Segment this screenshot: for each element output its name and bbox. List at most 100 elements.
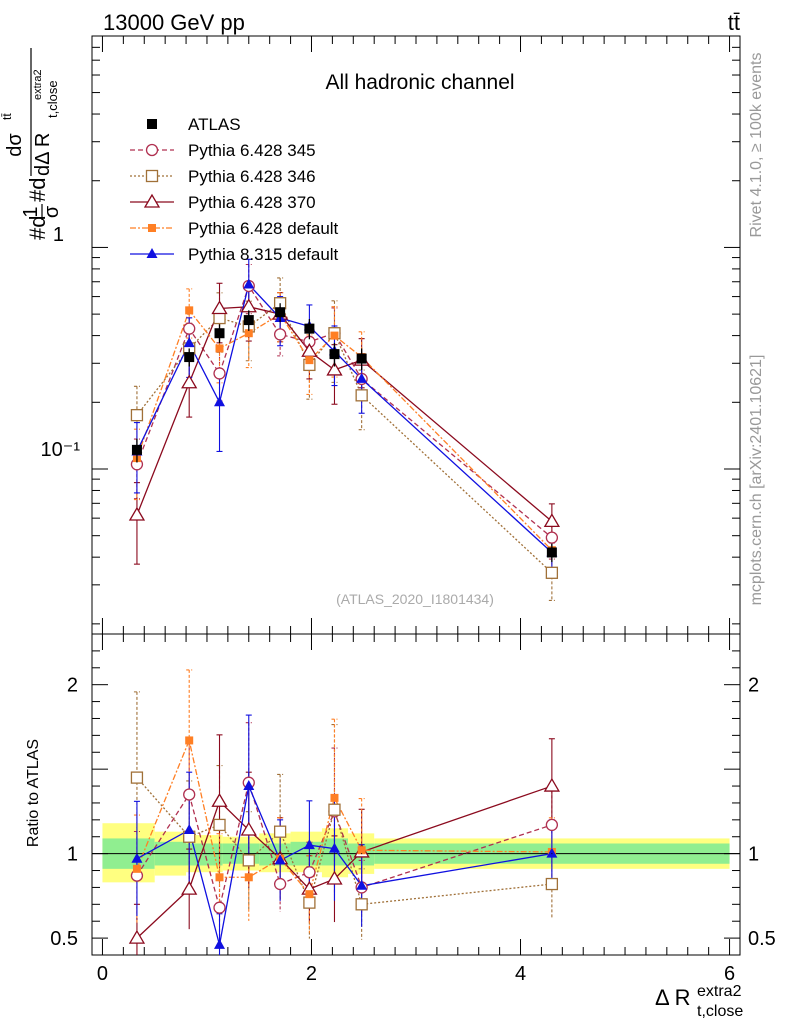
analysis-label: (ATLAS_2020_I1801434) [336,591,494,607]
legend-label: Pythia 6.428 346 [188,167,316,186]
legend-marker [148,224,156,232]
series-point-main [545,531,559,544]
series-point-ratio [274,854,286,865]
series-point-ratio [273,877,287,891]
series-point-main [326,361,343,376]
atlas-ratio-point [248,853,250,855]
ratio-uncertainty-bands [102,823,730,883]
series-point-main [273,328,287,341]
series-line-main [136,306,553,522]
y-label-pre: #d [25,216,50,240]
series-point-ratio [356,879,368,890]
series-line-ratio [136,777,552,906]
legend-label: Pythia 6.428 default [188,219,339,238]
legend-marker [146,248,158,258]
series-point-main [543,513,561,528]
legend-marker [145,143,159,157]
series-point-main [211,300,228,315]
series-point-main [243,278,255,289]
series-point-main [356,372,368,383]
series-point-ratio [326,870,343,885]
series-point-ratio [183,823,195,834]
series-point-main [330,331,339,340]
atlas-ratio-point [361,853,363,855]
series-point-main [244,329,253,338]
series-line-main [136,283,553,553]
y-label-f2-den-sup: extra2 [32,69,44,100]
atlas-ratio-point [279,853,281,855]
series-point-ratio [303,866,316,879]
series-point-ratio [328,842,340,853]
series-point-main [215,344,224,353]
series-line-main [136,309,553,551]
legend-label: Pythia 8.315 default [188,245,339,264]
ratio-markers [128,736,561,949]
y-label-f2-num: dσ [4,133,26,157]
series-point-ratio [128,929,146,944]
atlas-ratio-point [333,853,335,855]
series-point-ratio [213,901,226,914]
x-tick-2: 2 [306,963,317,985]
y-tick-label-0-1: 10⁻¹ [41,439,81,461]
series-point-main [305,356,314,365]
y-label-f1-num: 1 [20,206,42,217]
atlas-ratio-point [308,853,310,855]
ratio-y-tick-1-left: 1 [67,844,78,866]
series-point-main [213,311,226,325]
atlas-data-point [184,352,195,363]
series-point-main [355,389,368,402]
series-point-ratio [185,736,194,745]
x-label-base: Δ R [655,985,690,1010]
series-point-ratio [545,877,559,891]
series-point-main [213,367,226,380]
x-tick-6: 6 [724,963,735,985]
y-label-f1-den: σ [41,205,63,218]
series-point-ratio [240,821,257,836]
atlas-data-point [275,307,286,318]
series-point-ratio [543,777,561,792]
legend-marker [145,169,159,183]
x-label-sub: t,close [697,1003,743,1020]
series-point-main [181,374,198,389]
mcplots-source-label: mcplots.cern.ch [arXiv:2401.10621] [748,355,765,606]
y-label-f2-num-sup: tt̄ [0,113,14,120]
x-tick-labels: 0 2 4 6 [97,963,735,985]
series-point-ratio [357,846,366,855]
y-label-f2-den-sub: t,close [45,80,60,118]
process-label: tt̄ [728,10,740,35]
legend-label: Pythia 6.428 370 [188,193,316,212]
ratio-y-tick-0-5-right: 0.5 [748,928,776,950]
atlas-ratio-point [551,853,553,855]
atlas-data-point [546,547,557,558]
ratio-y-tick-2-right: 2 [748,675,759,697]
series-point-ratio [214,938,226,949]
atlas-data-point [214,328,225,339]
series-point-ratio [330,793,339,802]
ratio-y-tick-1-right: 1 [748,844,759,866]
series-point-ratio [130,771,144,784]
atlas-ratio-point [219,853,221,855]
y-label-mid: #d [25,178,50,202]
x-tick-4: 4 [515,963,526,985]
legend-swatch-atlas [147,119,157,129]
main-error-bars [133,258,555,602]
series-point-ratio [303,896,316,909]
series-point-ratio [243,780,255,791]
series-point-ratio [211,792,228,807]
series-point-ratio [355,898,368,911]
series-point-ratio [131,852,143,863]
x-tick-0: 0 [97,963,108,985]
series-point-main [128,506,146,521]
ratio-tick-labels: 2 1 0.5 2 1 0.5 [50,675,776,950]
series-point-ratio [545,818,559,832]
ratio-error-bars [133,669,555,955]
legend-label: ATLAS [188,115,241,134]
y-axis-label-main: #d 1 σ #d dσ tt̄ dΔ R t,close extra2 [0,48,63,240]
chart-title: All hadronic channel [325,71,514,94]
series-point-main [183,322,196,335]
ratio-panel: 2 1 0.5 2 1 0.5 Ratio to ATLAS [25,633,776,956]
main-axis-ticks [92,35,740,634]
series-point-ratio [305,890,314,899]
atlas-ratio-point [188,853,190,855]
series-point-ratio [215,873,224,882]
